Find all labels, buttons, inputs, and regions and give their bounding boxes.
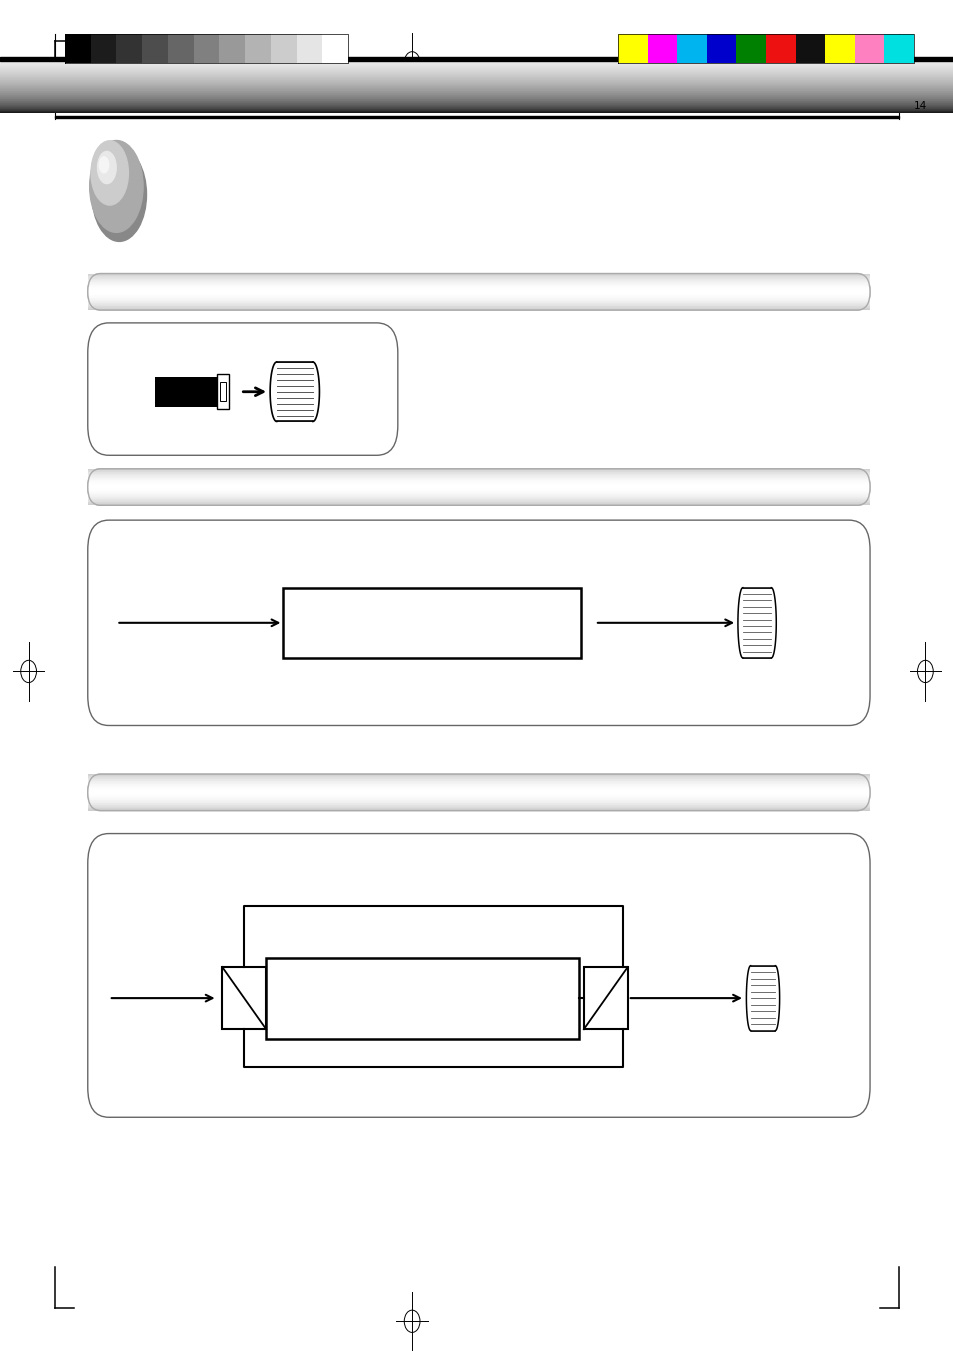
Bar bbox=[219, 34, 245, 63]
FancyBboxPatch shape bbox=[88, 774, 869, 811]
FancyBboxPatch shape bbox=[88, 274, 869, 311]
Bar bbox=[219, 382, 226, 401]
Bar bbox=[677, 34, 706, 63]
Bar bbox=[0, 57, 953, 61]
Bar bbox=[283, 588, 580, 658]
FancyBboxPatch shape bbox=[88, 469, 869, 505]
Bar bbox=[245, 34, 271, 63]
Bar bbox=[647, 34, 677, 63]
Bar bbox=[883, 34, 913, 63]
Bar bbox=[322, 34, 348, 63]
Ellipse shape bbox=[97, 151, 116, 184]
Bar bbox=[65, 34, 91, 63]
Text: 14: 14 bbox=[913, 101, 926, 111]
Bar bbox=[824, 34, 854, 63]
Bar bbox=[854, 34, 883, 63]
Bar bbox=[142, 34, 168, 63]
Bar bbox=[222, 967, 266, 1029]
FancyBboxPatch shape bbox=[88, 834, 869, 1117]
Bar bbox=[583, 967, 627, 1029]
Bar bbox=[193, 34, 219, 63]
Ellipse shape bbox=[90, 141, 143, 232]
Bar bbox=[271, 34, 296, 63]
Bar bbox=[216, 374, 229, 409]
Bar bbox=[91, 34, 116, 63]
Ellipse shape bbox=[99, 157, 109, 173]
Bar bbox=[706, 34, 736, 63]
Bar bbox=[168, 34, 193, 63]
Ellipse shape bbox=[91, 141, 129, 205]
Bar bbox=[116, 34, 142, 63]
Bar bbox=[618, 34, 647, 63]
Bar bbox=[55, 116, 898, 118]
Bar bbox=[795, 34, 824, 63]
FancyBboxPatch shape bbox=[88, 323, 397, 455]
Ellipse shape bbox=[91, 147, 147, 242]
Bar bbox=[296, 34, 322, 63]
FancyBboxPatch shape bbox=[88, 520, 869, 725]
Bar bbox=[736, 34, 765, 63]
Bar bbox=[154, 377, 216, 407]
Bar bbox=[765, 34, 795, 63]
Bar bbox=[266, 958, 578, 1039]
